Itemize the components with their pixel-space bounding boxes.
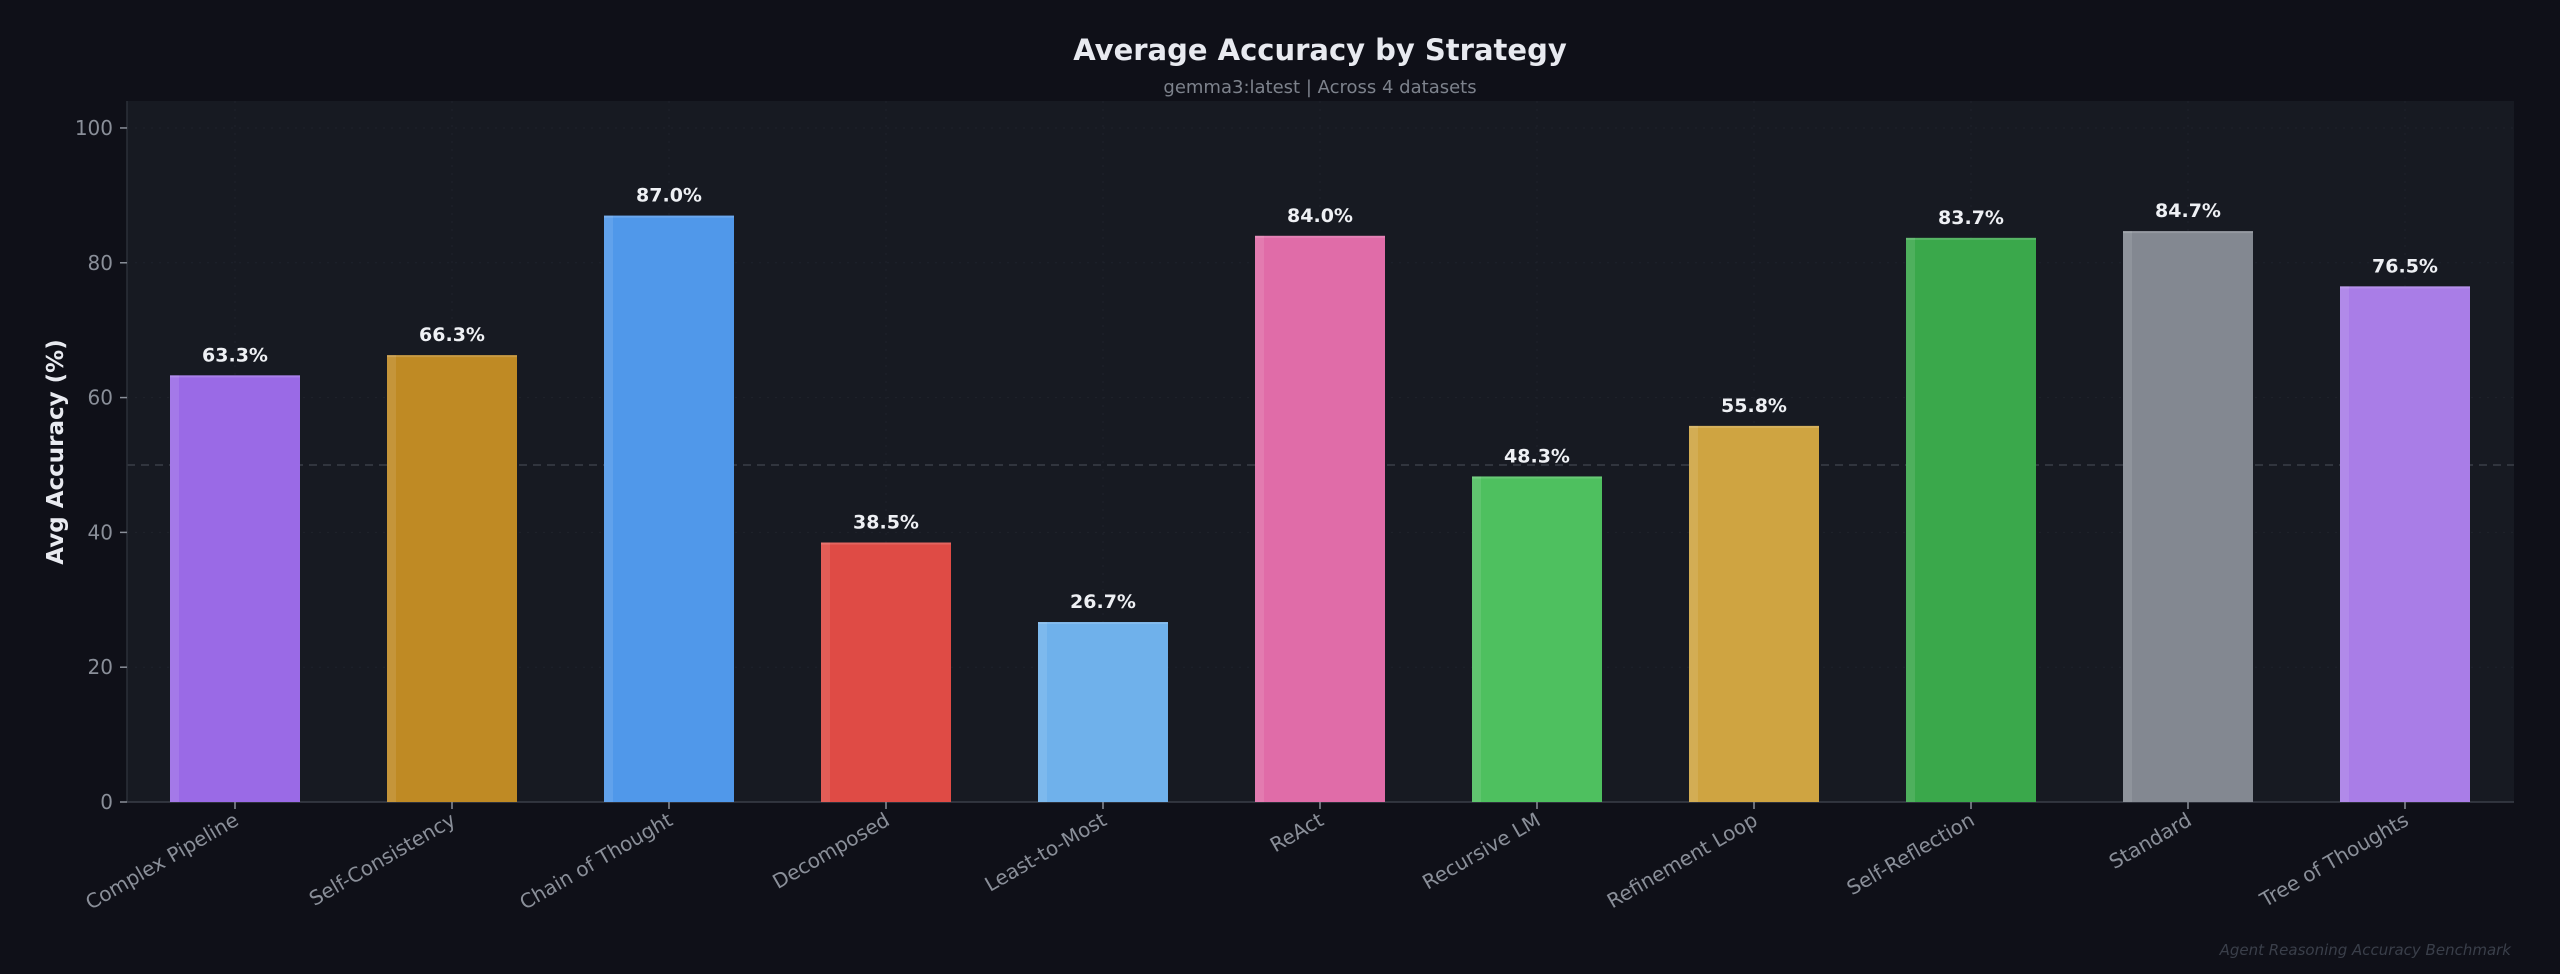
data-label: 84.7% <box>2155 200 2221 222</box>
data-label: 66.3% <box>419 324 485 346</box>
y-ticks: 0 20 40 60 80 100 <box>75 116 127 814</box>
y-tick-label: 20 <box>88 655 113 679</box>
bar-highlight <box>2340 286 2349 802</box>
bar-highlight <box>2123 231 2132 802</box>
bar-refinement-loop <box>1689 425 1819 802</box>
bar-chain-of-thought <box>604 215 734 802</box>
data-label: 84.0% <box>1287 205 1353 227</box>
y-tick-label: 100 <box>75 116 113 140</box>
data-label: 63.3% <box>202 344 268 366</box>
bar-standard <box>2123 231 2253 802</box>
bar-complex-pipeline <box>170 375 300 802</box>
bar-highlight <box>604 215 613 802</box>
bars: 63.3% 66.3% 87.0% 38.5% 26.7% 84.0% 48.3% 55.8%… <box>170 185 2470 803</box>
bar-tree-of-thoughts <box>2340 286 2470 802</box>
bar-highlight <box>1038 622 1047 802</box>
bar-react <box>1255 235 1385 803</box>
bar-self-consistency <box>387 355 517 802</box>
data-label: 55.8% <box>1721 395 1787 417</box>
data-label: 83.7% <box>1938 207 2004 229</box>
bar-highlight <box>1255 235 1264 803</box>
bar-highlight <box>821 542 830 802</box>
bar-highlight <box>170 375 179 802</box>
bar-highlight <box>1906 237 1915 802</box>
y-tick-label: 0 <box>100 790 113 814</box>
y-tick-label: 80 <box>88 251 113 275</box>
bar-highlight <box>1472 476 1481 802</box>
bar-self-reflection <box>1906 237 2036 802</box>
bar-least-to-most <box>1038 622 1168 802</box>
data-label: 48.3% <box>1504 445 1570 467</box>
data-label: 26.7% <box>1070 591 1136 613</box>
data-label: 87.0% <box>636 185 702 207</box>
data-label: 76.5% <box>2372 255 2438 277</box>
bar-recursive-lm <box>1472 476 1602 802</box>
y-axis-label: Avg Accuracy (%) <box>43 339 69 564</box>
bar-decomposed <box>821 542 951 802</box>
y-tick-label: 60 <box>88 386 113 410</box>
bar-highlight <box>387 355 396 802</box>
data-label: 38.5% <box>853 511 919 533</box>
chart-title: Average Accuracy by Strategy <box>1073 33 1567 67</box>
footer-note: Agent Reasoning Accuracy Benchmark <box>2219 941 2513 959</box>
y-tick-label: 40 <box>88 520 113 544</box>
bar-highlight <box>1689 425 1698 802</box>
chart-subtitle: gemma3:latest | Across 4 datasets <box>1163 77 1476 98</box>
